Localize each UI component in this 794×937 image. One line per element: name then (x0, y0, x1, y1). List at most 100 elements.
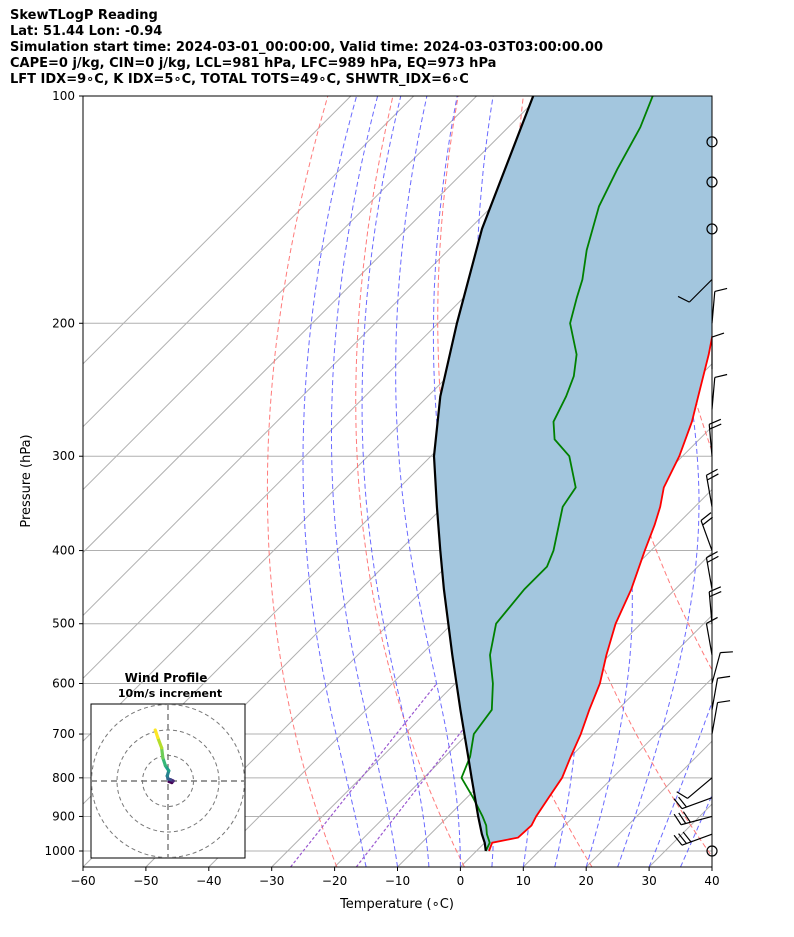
y-tick-label: 900 (52, 809, 75, 823)
wind-barb-calm-circle (706, 176, 718, 188)
wind-barb-shaft (687, 777, 713, 799)
wind-barb-feather (714, 287, 728, 292)
location-line: Lat: 51.44 Lon: -0.94 (10, 24, 163, 39)
x-tick-label: 0 (457, 874, 465, 888)
wind-barb-feather (702, 516, 713, 526)
wind-barb-shaft (708, 591, 713, 624)
y-axis-label: Pressure (hPa) (19, 434, 34, 527)
moist-adiabat (395, 96, 461, 867)
y-tick-label: 600 (52, 677, 75, 691)
hodograph-segment (153, 728, 160, 740)
wind-barb-feather (673, 798, 683, 810)
wind-barb-feather (673, 813, 682, 826)
wind-barb-feather (706, 473, 719, 481)
wind-barb-calm-circle (706, 223, 718, 235)
x-tick-label: −30 (259, 874, 284, 888)
wind-barb-feather (706, 555, 719, 563)
wind-barb-feather (708, 586, 722, 593)
y-tick-label: 100 (52, 89, 75, 103)
parcel-area-shading (434, 96, 712, 851)
x-tick-label: −40 (196, 874, 221, 888)
wind-barb-shaft (681, 797, 713, 810)
wind-barb (711, 700, 731, 735)
wind-barb (706, 176, 718, 188)
wind-barb (673, 811, 713, 826)
isotherm-line (83, 96, 477, 491)
wind-barb-feather (700, 512, 712, 521)
y-tick-label: 300 (52, 449, 75, 463)
y-tick-label: 400 (52, 544, 75, 558)
x-tick-label: 40 (704, 874, 719, 888)
y-tick-label: 200 (52, 316, 75, 330)
isotherm-line (83, 96, 415, 428)
wind-barb-feather (678, 796, 687, 808)
wind-barb-feather (709, 423, 722, 430)
moist-adiabat (648, 700, 712, 867)
y-tick-label: 1000 (44, 844, 75, 858)
wind-barb-feather (720, 651, 733, 654)
wind-barb-shaft (711, 702, 719, 735)
wind-barb (706, 223, 718, 235)
wind-barb (708, 586, 722, 624)
wind-barb-shaft (705, 623, 713, 656)
wind-barb-shaft (711, 678, 719, 710)
moist-adiabat (331, 96, 398, 867)
wind-barb-shaft (680, 815, 713, 826)
isotherm-line (522, 677, 712, 867)
wind-barb (673, 831, 713, 846)
wind-barb-shaft (681, 833, 713, 846)
wind-barb (673, 796, 713, 810)
wind-barb-shaft (700, 520, 713, 551)
dry-adiabat (719, 96, 794, 867)
y-tick-label: 800 (52, 771, 75, 785)
wind-barb-feather (678, 812, 687, 824)
parcel-path-line (432, 96, 535, 852)
wind-barb (706, 845, 718, 857)
x-tick-label: −50 (133, 874, 158, 888)
wind-barb-shaft (711, 377, 716, 410)
wind-barb-feather (676, 791, 688, 799)
isotherm-line (334, 488, 712, 867)
x-tick-label: −20 (322, 874, 347, 888)
wind-barb-feather (717, 700, 731, 704)
wind-barb (700, 512, 713, 551)
temperature-line (488, 332, 712, 852)
x-tick-label: 30 (641, 874, 656, 888)
wind-barb-feather (678, 833, 687, 844)
wind-barb (706, 136, 718, 148)
wind-barb-feather (682, 831, 692, 843)
skewt-plot-area: −60 −50 −40 −30 −20 −10 0 10 20 30 40 1000 900 800 700… (19, 89, 794, 912)
chart-title: SkewTLogP Reading (10, 8, 158, 23)
wind-profile-title: Wind Profile (125, 671, 208, 685)
isotherm-line (83, 96, 540, 554)
wind-profile-subtitle: 10m/s increment (118, 687, 222, 700)
wind-barb-feather (717, 675, 731, 679)
wind-barb (711, 675, 731, 710)
x-tick-label: −60 (70, 874, 95, 888)
wind-barb-feather (709, 591, 722, 598)
wind-barb-feather (677, 295, 690, 303)
dry-adiabat (266, 96, 338, 867)
hodograph-segment (160, 746, 165, 760)
wind-barb (705, 468, 719, 507)
wind-barb (708, 418, 722, 457)
y-tick-label: 500 (52, 617, 75, 631)
wind-barb (676, 777, 713, 799)
stability-indices-line: CAPE=0 j/kg, CIN=0 j/kg, LCL=981 hPa, LF… (10, 56, 497, 71)
dry-adiabat (355, 96, 465, 867)
wind-barb (677, 279, 713, 303)
x-tick-label: −10 (385, 874, 410, 888)
wind-barb-shaft (688, 279, 713, 303)
wind-barb (711, 332, 725, 370)
wind-barb-shaft (711, 291, 716, 324)
x-tick-label: 20 (579, 874, 594, 888)
wind-barb-feather (706, 551, 718, 559)
moist-adiabat (680, 794, 712, 867)
wind-barb-calm-circle (706, 136, 718, 148)
wind-barb-feather (708, 418, 722, 425)
dewpoint-line (460, 96, 654, 852)
moist-adiabat (617, 96, 700, 867)
wind-barb (711, 651, 733, 684)
hodograph-segment (156, 736, 164, 750)
sounding-header: SkewTLogP Reading Lat: 51.44 Lon: -0.94 … (10, 8, 603, 88)
